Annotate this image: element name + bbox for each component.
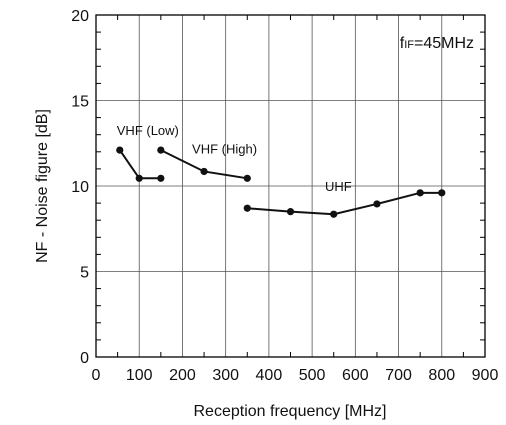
x-axis-title: Reception frequency [MHz] [194,403,387,420]
data-point [438,189,446,197]
annotation-suffix: =45MHz [414,35,474,52]
x-tick-label: 600 [342,367,369,384]
y-tick-label: 15 [71,94,89,111]
series-label: VHF (Low) [117,123,179,138]
data-point [116,146,124,154]
x-tick-label: 400 [256,367,283,384]
annotation-prefix: f [400,35,405,52]
x-tick-label: 0 [92,367,101,384]
plot-frame [95,14,486,358]
data-point [157,146,165,154]
major-grid [96,15,485,357]
minor-grid [96,15,485,357]
data-point [243,204,251,212]
data-point [200,167,208,176]
x-tick-label: 900 [472,367,499,384]
data-point [416,189,424,197]
data-point [157,174,165,182]
data-point [286,208,295,216]
y-axis-title: NF - Noise figure [dB] [34,109,51,263]
y-axis-ticks: 0 5 10 15 20 [71,8,89,367]
x-tick-label: 300 [212,367,239,384]
y-tick-label: 5 [80,265,89,282]
x-tick-label: 700 [385,367,412,384]
x-tick-label: 100 [126,367,153,384]
data-point [373,200,381,208]
series-line [247,191,442,216]
series-labels: VHF (Low) VHF (High) UHF [117,123,352,194]
y-tick-label: 20 [71,8,89,25]
data-point [135,174,143,182]
y-tick-label: 10 [71,179,89,196]
series-line [118,149,161,180]
series-label: UHF [325,179,352,194]
data-point [330,210,338,218]
annotation-subscript: IF [404,39,414,51]
x-tick-label: 800 [428,367,455,384]
x-tick-label: 500 [299,367,326,384]
x-tick-label: 200 [169,367,196,384]
y-tick-label: 0 [80,350,89,367]
series-lines [116,146,446,218]
x-axis-ticks: 0 100 200 300 400 500 600 700 800 900 [92,367,499,384]
data-point [243,174,251,182]
if-frequency-annotation: fIF=45MHz [400,35,474,52]
series-label: VHF (High) [192,141,257,156]
